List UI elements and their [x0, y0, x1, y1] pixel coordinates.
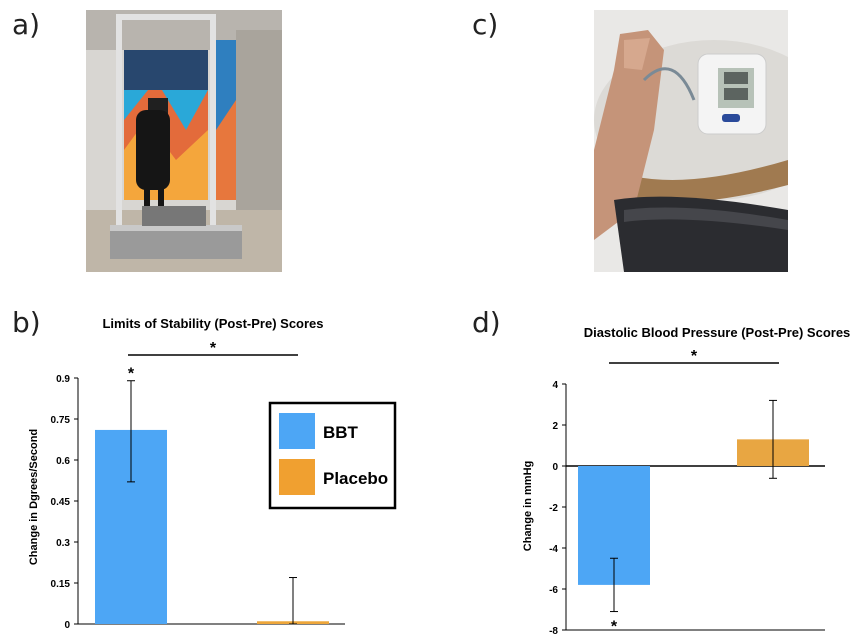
legend-swatch-bbt — [279, 413, 315, 449]
y-tick-label: 0.3 — [56, 538, 70, 549]
y-tick-label: -4 — [549, 544, 558, 555]
bar-annotation: * — [128, 366, 135, 383]
y-tick-label: 0.45 — [51, 497, 71, 508]
y-axis-label: Change in mmHg — [522, 461, 534, 551]
y-tick-label: 2 — [552, 421, 558, 432]
y-tick-label: -2 — [549, 503, 558, 514]
y-tick-label: 4 — [552, 380, 558, 391]
panel-label-d: d) — [472, 306, 501, 339]
y-axis-label: Change in Dgrees/Second — [28, 429, 40, 565]
balance-device-photo — [86, 10, 282, 272]
y-tick-label: 0.9 — [56, 374, 70, 385]
blood-pressure-monitor-photo — [594, 10, 788, 272]
y-tick-label: -8 — [549, 626, 558, 637]
y-tick-label: 0 — [552, 462, 558, 473]
legend-label-placebo: Placebo — [323, 469, 388, 488]
significance-marker: * — [210, 340, 217, 357]
y-tick-label: -6 — [549, 585, 558, 596]
y-tick-label: 0.15 — [51, 579, 71, 590]
legend-swatch-placebo — [279, 459, 315, 495]
chart-title: Limits of Stability (Post-Pre) Scores — [102, 316, 323, 331]
legend-label-bbt: BBT — [323, 423, 359, 442]
panel-label-c: c) — [472, 8, 499, 41]
legend: BBT Placebo — [268, 401, 397, 510]
significance-marker: * — [691, 348, 698, 365]
y-tick-label: 0.75 — [51, 415, 71, 426]
bar-annotation: * — [611, 619, 618, 636]
y-tick-label: 0.6 — [56, 456, 70, 467]
y-tick-label: 0 — [64, 620, 70, 631]
panel-label-a: a) — [12, 8, 41, 41]
panel-label-b: b) — [12, 306, 41, 339]
chart-title: Diastolic Blood Pressure (Post-Pre) Scor… — [584, 325, 851, 340]
